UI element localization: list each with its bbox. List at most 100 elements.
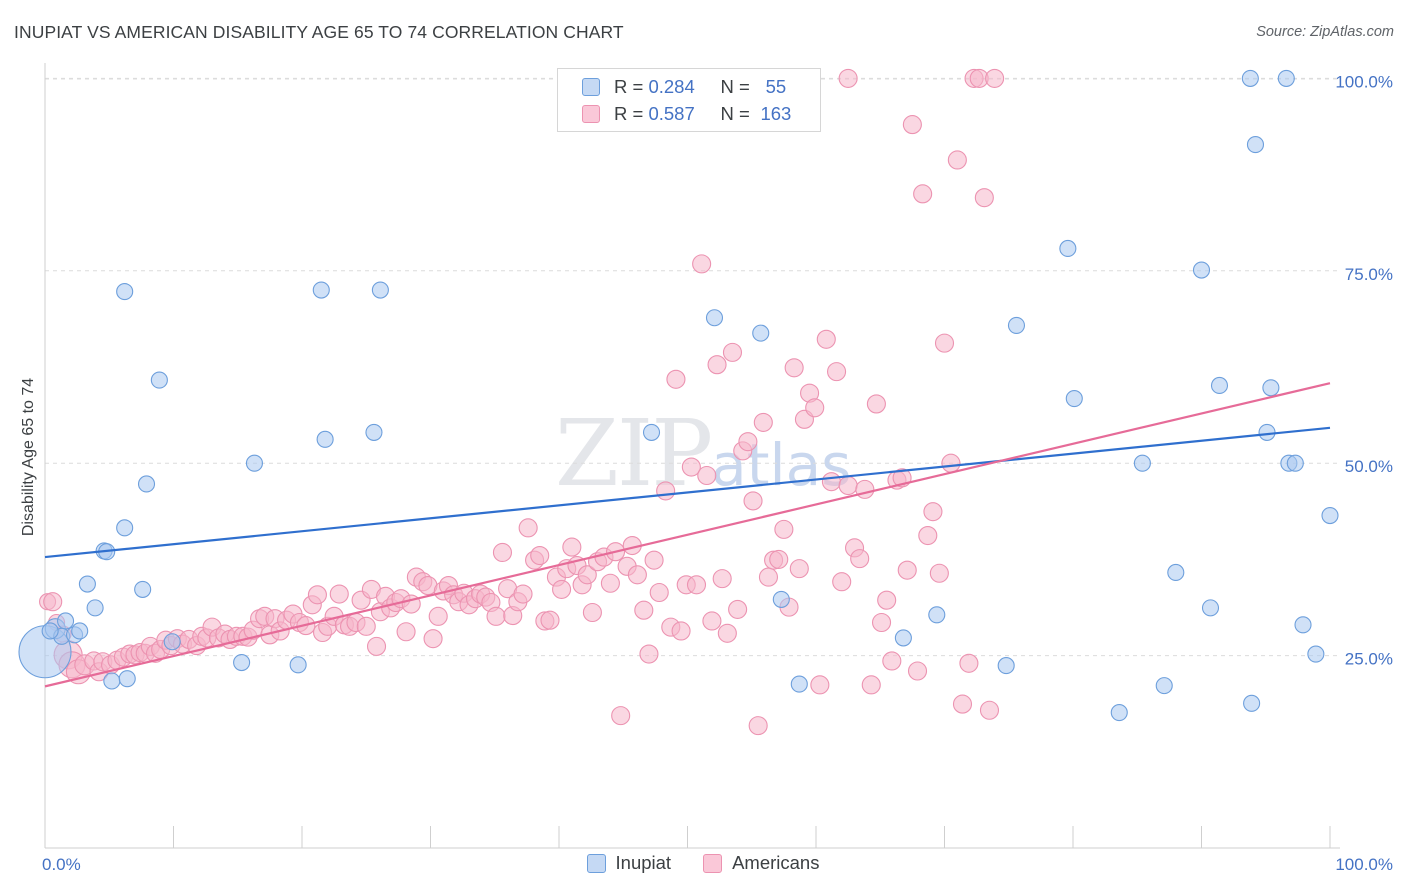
series-legend: Inupiat Americans [0,852,1406,874]
inupiat-point [1241,69,1259,87]
americans-point [307,585,327,605]
legend-row-americans: R = 0.587 N = 163 [582,103,797,125]
inupiat-point [752,324,770,342]
legend-r-label: R = [614,103,649,124]
inupiat-point [163,633,181,651]
americans-point [769,549,789,569]
inupiat-point [1262,379,1280,397]
americans-point [722,342,743,362]
inupiat-point [1258,423,1276,441]
americans-point [627,565,647,585]
inupiat-point [1110,703,1128,722]
americans-point [838,475,858,496]
americans-point [486,606,506,626]
americans-point [758,567,779,587]
legend-r-label: R = [614,76,649,97]
americans-point [702,611,722,631]
source-attribution: Source: ZipAtlas.com [1256,24,1394,40]
americans-point [492,542,513,563]
americans-point [697,465,717,486]
y-tick-label: 50.0% [1345,457,1393,476]
inupiat-point [371,281,389,299]
americans-legend-label: Americans [732,852,820,873]
y-axis-title: Disability Age 65 to 74 [20,378,37,536]
americans-point [748,716,768,736]
americans-point [897,560,917,580]
legend-r-value: 0.587 [648,103,695,124]
inupiat-point [772,590,790,608]
inupiat-legend-label: Inupiat [615,852,672,873]
americans-point [681,457,701,477]
inupiat-point [997,657,1015,675]
americans-point [913,184,933,204]
americans-point [952,694,973,714]
legend-item-inupiat: Inupiat [586,852,672,874]
americans-point [577,565,597,585]
americans-point [396,622,416,642]
inupiat-point [790,675,808,693]
americans-point [366,636,387,656]
x-tick-label: 100.0% [1335,855,1393,874]
trend-lines [44,382,1331,688]
inupiat-point [1294,616,1312,634]
inupiat-point [134,580,152,598]
americans-point [923,502,943,522]
americans-point [530,545,550,566]
americans-point [666,369,686,389]
tick-labels: 25.0% 50.0% 75.0% 100.0% 0.0% 100.0% [42,72,1393,874]
watermark-zip: ZIP [555,400,713,507]
americans-point [974,188,994,208]
americans-point [600,573,620,593]
legend-n-label: N = [720,103,755,124]
americans-points [39,68,1005,736]
americans-point [959,653,979,673]
americans-point [329,584,349,604]
inupiat-point [1167,563,1185,582]
americans-point [855,479,875,499]
inupiat-point [894,629,912,647]
inupiat-point [705,309,724,327]
americans-point [513,584,533,604]
americans-point [707,355,727,375]
americans-point [356,616,376,636]
americans-point [789,559,809,579]
americans-point [562,537,582,557]
americans-point [540,610,560,630]
americans-point [861,675,881,695]
inupiat-point [1210,376,1229,395]
inupiat-point [116,519,134,537]
americans-point [784,358,804,378]
inupiat-point [1192,261,1211,279]
americans-legend-swatch [703,853,723,873]
americans-point [518,518,538,538]
americans-point [850,549,870,569]
y-tick-label: 75.0% [1345,265,1393,284]
inupiat-point [1286,454,1304,472]
americans-point [611,706,631,726]
inupiat-point [1007,316,1026,334]
americans-point [728,599,748,619]
americans-point [907,661,928,681]
inupiat-point [245,454,264,472]
inupiat-point [71,622,89,640]
inupiat-point [103,672,121,690]
legend-r-value: 0.284 [648,76,695,97]
americans-point [985,68,1005,88]
inupiat-point [57,612,75,630]
americans-point [644,550,664,570]
legend-row-inupiat: R = 0.284 N = 55 [582,76,797,98]
inupiat-point [1155,677,1173,695]
inupiat-point [289,656,307,674]
y-tick-label: 25.0% [1345,650,1393,669]
americans-point [639,644,659,664]
inupiat-point [928,606,946,624]
americans-point [428,606,448,626]
americans-point [827,362,847,382]
inupiat-point [233,653,251,672]
americans-point [816,329,836,349]
americans-point [649,582,669,603]
legend-n-value: 163 [760,103,792,124]
americans-point [810,675,830,695]
inupiat-point [137,475,156,493]
inupiat-point [1065,389,1083,408]
